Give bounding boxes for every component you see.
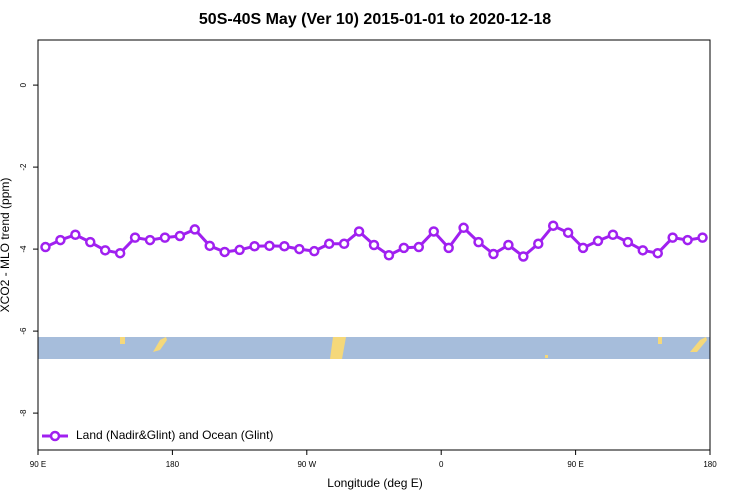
series-marker <box>234 244 245 256</box>
x-axis-label: Longitude (deg E) <box>327 476 422 490</box>
x-tick-label: 90 E <box>30 460 46 469</box>
series-marker <box>85 236 96 248</box>
x-tick-label: 90 W <box>297 460 316 469</box>
series-marker <box>667 232 678 243</box>
land-ocean-map <box>38 337 710 359</box>
series-marker <box>323 238 335 250</box>
series-marker <box>189 224 201 235</box>
series-marker <box>204 240 215 252</box>
series-marker <box>309 245 320 257</box>
series-marker <box>622 236 634 248</box>
series-marker <box>458 222 469 234</box>
series-marker <box>249 240 260 252</box>
y-tick-label: -6 <box>19 327 28 335</box>
series-marker <box>503 239 514 251</box>
series-marker <box>144 234 156 246</box>
series-marker <box>413 241 425 253</box>
series-marker <box>547 220 559 231</box>
series-marker <box>562 227 574 238</box>
y-tick-label: -4 <box>19 245 28 253</box>
y-tick-label: -8 <box>19 409 28 417</box>
y-tick-label: -2 <box>19 163 28 171</box>
series-marker <box>428 226 439 237</box>
series-marker <box>637 245 649 256</box>
x-tick-label: 180 <box>703 460 717 469</box>
series-marker <box>129 232 141 243</box>
x-tick-label: 180 <box>166 460 180 469</box>
series-marker <box>70 229 81 240</box>
legend-label: Land (Nadir&Glint) and Ocean (Glint) <box>76 428 273 442</box>
series-marker <box>368 239 380 251</box>
series-marker <box>577 242 589 254</box>
series-marker <box>219 246 230 258</box>
series-marker <box>697 232 708 243</box>
series-marker <box>592 235 604 247</box>
series-marker <box>518 251 529 262</box>
series-marker <box>473 236 484 248</box>
series-marker <box>279 240 290 252</box>
series-marker <box>533 238 544 250</box>
series-marker <box>607 229 619 240</box>
series-marker <box>443 242 454 254</box>
series-marker <box>398 242 410 254</box>
series-marker <box>55 234 66 246</box>
legend-marker <box>49 430 61 442</box>
series-marker <box>383 250 395 261</box>
y-axis-label: XCO2 - MLO trend (ppm) <box>0 178 12 313</box>
series-marker <box>264 240 275 252</box>
series-marker <box>682 234 693 246</box>
series-marker <box>40 241 51 253</box>
series-marker <box>652 247 663 259</box>
chart-title: 50S-40S May (Ver 10) 2015-01-01 to 2020-… <box>199 11 551 28</box>
series-marker <box>353 226 365 237</box>
plot-frame <box>37 39 711 451</box>
x-tick-label: 0 <box>439 460 444 469</box>
y-tick-label: 0 <box>19 82 28 87</box>
series-marker <box>99 245 111 256</box>
series-marker <box>114 247 126 259</box>
series-marker <box>338 238 350 250</box>
series-marker <box>488 248 499 260</box>
series-marker <box>174 230 186 242</box>
series-marker <box>294 243 305 255</box>
series-marker <box>159 232 171 243</box>
x-tick-label: 90 E <box>567 460 583 469</box>
